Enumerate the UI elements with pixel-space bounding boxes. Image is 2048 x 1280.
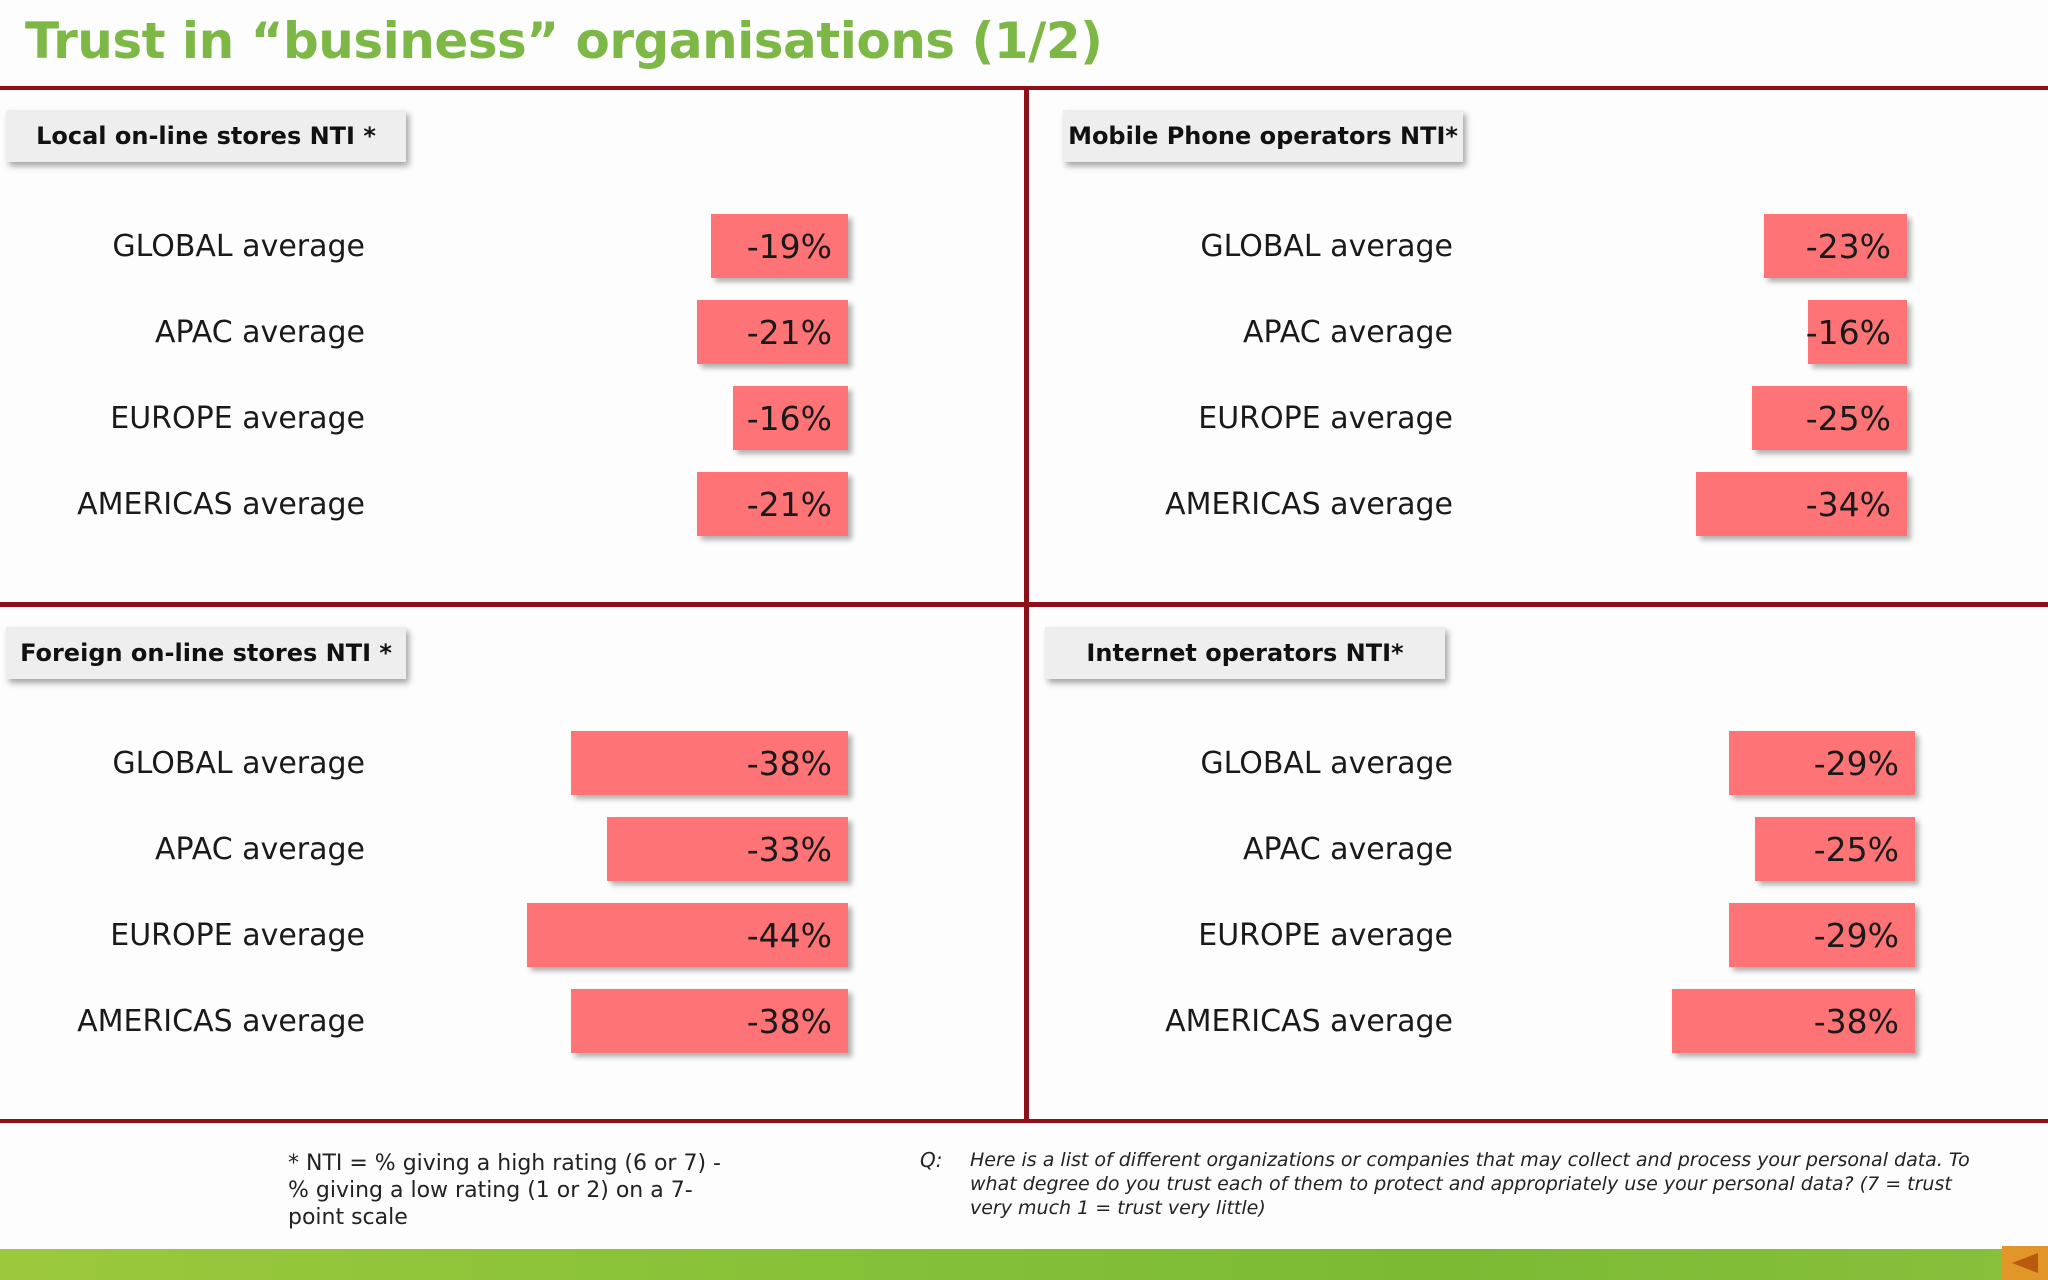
chart-panel-mobile-phone-operators: Mobile Phone operators NTI* GLOBAL avera… bbox=[1029, 90, 2048, 602]
data-label: -38% bbox=[746, 743, 832, 783]
bar: -19% bbox=[711, 214, 848, 278]
category-label: GLOBAL average bbox=[112, 228, 365, 264]
chart-row: AMERICAS average -34% bbox=[1029, 472, 2048, 536]
chart-row: GLOBAL average -29% bbox=[1029, 731, 2048, 795]
category-label: GLOBAL average bbox=[112, 745, 365, 781]
chart-row: AMERICAS average -38% bbox=[1029, 989, 2048, 1053]
data-label: -16% bbox=[1805, 312, 1891, 352]
category-label: AMERICAS average bbox=[1165, 486, 1453, 522]
data-label: -21% bbox=[746, 484, 832, 524]
data-label: -34% bbox=[1805, 484, 1891, 524]
category-label: AMERICAS average bbox=[1165, 1003, 1453, 1039]
question-text: Here is a list of different organization… bbox=[970, 1149, 1970, 1219]
bar: -38% bbox=[570, 731, 848, 795]
chart-row: EUROPE average -29% bbox=[1029, 903, 2048, 967]
category-label: APAC average bbox=[1243, 831, 1453, 867]
category-label: AMERICAS average bbox=[77, 486, 365, 522]
footer-band bbox=[0, 1249, 2048, 1280]
category-label: EUROPE average bbox=[1198, 400, 1453, 436]
chart-panel-internet-operators: Internet operators NTI* GLOBAL average -… bbox=[1029, 607, 2048, 1119]
chart-title: Internet operators NTI* bbox=[1045, 627, 1445, 679]
chart-row: GLOBAL average -23% bbox=[1029, 214, 2048, 278]
data-label: -23% bbox=[1805, 226, 1891, 266]
chart-title: Local on-line stores NTI * bbox=[6, 110, 406, 162]
question-prefix: Q: bbox=[920, 1148, 943, 1172]
data-label: -16% bbox=[746, 398, 832, 438]
chart-row: AMERICAS average -21% bbox=[0, 472, 1024, 536]
bar: -33% bbox=[607, 817, 848, 881]
data-label: -29% bbox=[1813, 743, 1899, 783]
category-label: AMERICAS average bbox=[77, 1003, 365, 1039]
chart-row: EUROPE average -44% bbox=[0, 903, 1024, 967]
chart-panel-local-online-stores: Local on-line stores NTI * GLOBAL averag… bbox=[0, 90, 1024, 602]
category-label: GLOBAL average bbox=[1200, 228, 1453, 264]
bar: -38% bbox=[570, 989, 848, 1053]
bar: -29% bbox=[1729, 903, 1915, 967]
bar: -38% bbox=[1671, 989, 1915, 1053]
chart-row: GLOBAL average -19% bbox=[0, 214, 1024, 278]
chart-title: Mobile Phone operators NTI* bbox=[1063, 110, 1463, 162]
chart-title: Foreign on-line stores NTI * bbox=[6, 627, 406, 679]
chart-row: EUROPE average -25% bbox=[1029, 386, 2048, 450]
chart-row: GLOBAL average -38% bbox=[0, 731, 1024, 795]
bar: -16% bbox=[1805, 300, 1907, 364]
category-label: APAC average bbox=[1243, 314, 1453, 350]
bar: -16% bbox=[732, 386, 848, 450]
category-label: EUROPE average bbox=[110, 400, 365, 436]
bar: -44% bbox=[526, 903, 848, 967]
slide-title: Trust in “business” organisations (1/2) bbox=[25, 12, 1103, 70]
category-label: APAC average bbox=[155, 314, 365, 350]
data-label: -33% bbox=[746, 829, 832, 869]
category-label: EUROPE average bbox=[1198, 917, 1453, 953]
chart-row: APAC average -21% bbox=[0, 300, 1024, 364]
category-label: GLOBAL average bbox=[1200, 745, 1453, 781]
category-label: APAC average bbox=[155, 831, 365, 867]
category-label: EUROPE average bbox=[110, 917, 365, 953]
bar: -23% bbox=[1764, 214, 1907, 278]
chart-row: APAC average -25% bbox=[1029, 817, 2048, 881]
chart-row: APAC average -16% bbox=[1029, 300, 2048, 364]
bar: -25% bbox=[1755, 817, 1915, 881]
chart-row: AMERICAS average -38% bbox=[0, 989, 1024, 1053]
bar: -21% bbox=[696, 300, 848, 364]
data-label: -38% bbox=[1813, 1001, 1899, 1041]
data-label: -29% bbox=[1813, 915, 1899, 955]
chart-panel-foreign-online-stores: Foreign on-line stores NTI * GLOBAL aver… bbox=[0, 607, 1024, 1119]
bar: -21% bbox=[696, 472, 848, 536]
bar: -25% bbox=[1752, 386, 1907, 450]
bar: -29% bbox=[1729, 731, 1915, 795]
data-label: -38% bbox=[746, 1001, 832, 1041]
chart-row: EUROPE average -16% bbox=[0, 386, 1024, 450]
data-label: -25% bbox=[1805, 398, 1891, 438]
back-arrow-icon bbox=[2012, 1253, 2038, 1273]
bar: -34% bbox=[1696, 472, 1907, 536]
data-label: -19% bbox=[746, 226, 832, 266]
chart-row: APAC average -33% bbox=[0, 817, 1024, 881]
data-label: -21% bbox=[746, 312, 832, 352]
nav-back-button[interactable] bbox=[2002, 1246, 2048, 1280]
divider-vertical bbox=[1024, 86, 1029, 1123]
data-label: -25% bbox=[1813, 829, 1899, 869]
nti-footnote: * NTI = % giving a high rating (6 or 7) … bbox=[288, 1151, 721, 1230]
data-label: -44% bbox=[746, 915, 832, 955]
